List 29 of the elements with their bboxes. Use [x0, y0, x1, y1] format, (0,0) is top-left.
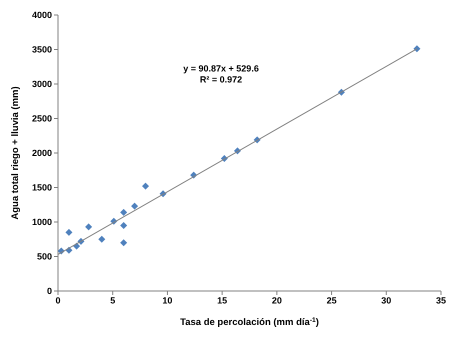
y-axis-title: Agua total riego + lluvia (mm) — [10, 86, 21, 220]
x-tick-label: 35 — [436, 295, 446, 306]
x-tick-label: 25 — [326, 295, 337, 306]
x-tick-label: 5 — [110, 295, 116, 306]
y-tick-label: 2500 — [32, 114, 52, 124]
point — [142, 182, 150, 190]
y-tick-label: 1000 — [32, 217, 52, 228]
annotation: y = 90.87x + 529.6 — [183, 64, 259, 74]
y-tick-label: 3000 — [32, 79, 52, 90]
point — [120, 222, 128, 229]
point — [98, 236, 106, 243]
x-tick-label: 10 — [162, 295, 172, 306]
y-tick-label: 500 — [36, 252, 52, 262]
y-tick-label: 1500 — [32, 182, 52, 193]
x-axis-title: Tasa de percolación (mm día$^{-1}$) — [180, 316, 319, 328]
x-tick-label: 20 — [272, 295, 282, 306]
x-tick-label: 30 — [381, 295, 392, 306]
point — [85, 223, 92, 230]
point — [120, 239, 128, 246]
y-tick-label: 4000 — [32, 10, 52, 20]
y-tick-label: 3500 — [32, 44, 52, 55]
point — [65, 228, 72, 236]
point — [131, 202, 138, 210]
x-tick-label: 15 — [217, 295, 228, 306]
point — [120, 208, 128, 216]
annotation: R² = 0.972 — [200, 74, 242, 85]
x-tick-label: 0 — [55, 295, 61, 306]
y-tick-label: 0 — [46, 286, 52, 296]
y-tick-label: 2000 — [32, 148, 52, 158]
